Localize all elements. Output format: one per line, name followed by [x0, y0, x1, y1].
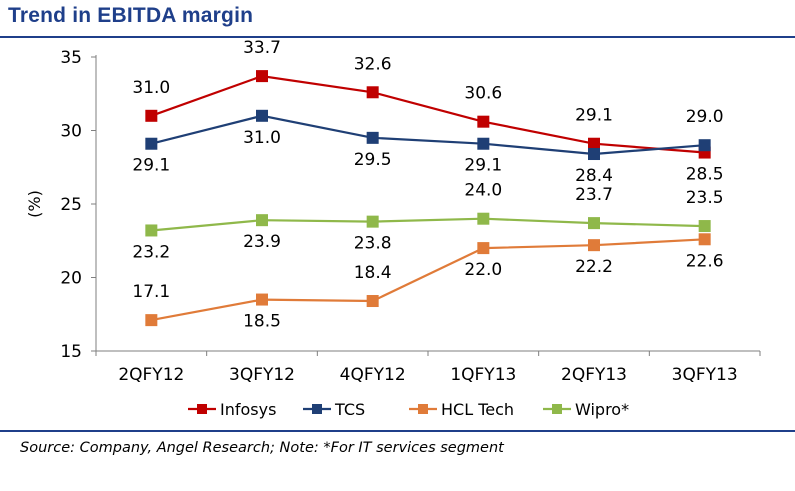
series-line [151, 114, 705, 156]
data-label: 23.8 [354, 234, 392, 254]
data-point-marker [145, 314, 158, 327]
data-label: 29.1 [575, 106, 613, 126]
data-label: 23.5 [686, 188, 724, 208]
data-label: 24.0 [464, 181, 502, 201]
data-label: 22.2 [575, 257, 613, 277]
legend-marker-swatch [552, 404, 562, 414]
chart-title: Trend in EBITDA margin [8, 4, 254, 27]
series-line [150, 74, 705, 154]
chart-axes: 15 20 25 30 35 2QFY12 3QFY12 4QFY12 1QFY13 2QFY13… [25, 48, 761, 385]
data-point-marker [145, 109, 158, 122]
data-point-marker [477, 242, 490, 255]
x-tick-label: 3QFY12 [229, 365, 295, 385]
data-point-marker [477, 212, 490, 225]
data-label: 23.2 [132, 242, 170, 262]
x-tick-label: 4QFY12 [340, 365, 406, 385]
x-tick-label: 3QFY13 [672, 365, 738, 385]
data-point-marker [588, 137, 600, 150]
data-label: 18.4 [354, 263, 392, 283]
data-label: 30.6 [464, 84, 502, 104]
series-line [151, 217, 705, 232]
y-tick-label: 35 [60, 48, 82, 68]
data-label: 22.0 [464, 260, 502, 280]
data-point-marker [698, 220, 711, 233]
y-tick-label: 25 [60, 195, 82, 215]
legend-marker-swatch [312, 404, 322, 414]
data-label: 29.0 [686, 107, 724, 127]
source-note: Source: Company, Angel Research; Note: *… [20, 440, 504, 456]
data-label: 28.4 [575, 166, 613, 186]
data-point-marker [366, 295, 379, 308]
data-point-marker [366, 215, 379, 228]
legend-label: TCS [334, 400, 365, 419]
data-label: 32.6 [354, 54, 392, 74]
data-point-marker [477, 137, 490, 150]
data-label: 29.5 [354, 150, 392, 170]
x-tick-label: 1QFY13 [450, 365, 516, 385]
y-tick-label: 20 [60, 269, 82, 289]
data-point-marker [588, 217, 600, 230]
legend-label: Infosys [220, 400, 276, 419]
x-tick-label: 2QFY13 [561, 365, 627, 385]
legend-label: HCL Tech [441, 400, 514, 419]
data-labels: 31.0 33.7 32.6 30.6 29.1 28.5 29.1 31.0 29.5 29.1… [132, 38, 723, 331]
data-label: 29.1 [464, 156, 502, 176]
data-label: 23.9 [243, 232, 281, 252]
data-point-marker [477, 115, 490, 128]
chart-legend: Infosys TCS HCL Tech Wipro* [188, 400, 629, 419]
legend-label: Wipro* [575, 400, 629, 419]
data-point-marker [256, 109, 268, 122]
data-label: 22.6 [686, 251, 724, 271]
legend-marker-swatch [197, 404, 207, 414]
y-tick-label: 30 [60, 122, 82, 142]
data-point-marker [145, 224, 158, 237]
data-label: 28.5 [686, 165, 724, 185]
data-point-marker [256, 293, 268, 306]
data-point-marker [588, 148, 600, 161]
data-label: 31.0 [132, 78, 170, 98]
data-point-marker [698, 139, 711, 152]
data-label: 18.5 [243, 312, 281, 332]
data-point-marker [256, 70, 268, 83]
ebitda-margin-line-chart: 15 20 25 30 35 2QFY12 3QFY12 4QFY12 1QFY13 2QFY13… [25, 38, 761, 419]
data-label: 33.7 [243, 38, 281, 58]
series-lines [145, 70, 711, 327]
data-label: 17.1 [132, 282, 170, 302]
x-tick-label: 2QFY12 [118, 365, 184, 385]
data-point-marker [145, 137, 158, 150]
data-label: 23.7 [575, 185, 613, 205]
footer-divider [0, 430, 795, 432]
legend-marker-swatch [418, 404, 428, 414]
series-line [151, 238, 705, 322]
y-tick-label: 15 [60, 342, 82, 362]
y-axis-title: (%) [25, 190, 44, 218]
data-point-marker [698, 233, 711, 246]
data-label: 29.1 [132, 156, 170, 176]
data-point-marker [256, 214, 268, 227]
title-divider [0, 36, 795, 38]
data-point-marker [588, 239, 600, 252]
data-label: 31.0 [243, 128, 281, 148]
data-point-marker [366, 86, 379, 99]
data-point-marker [366, 131, 379, 144]
